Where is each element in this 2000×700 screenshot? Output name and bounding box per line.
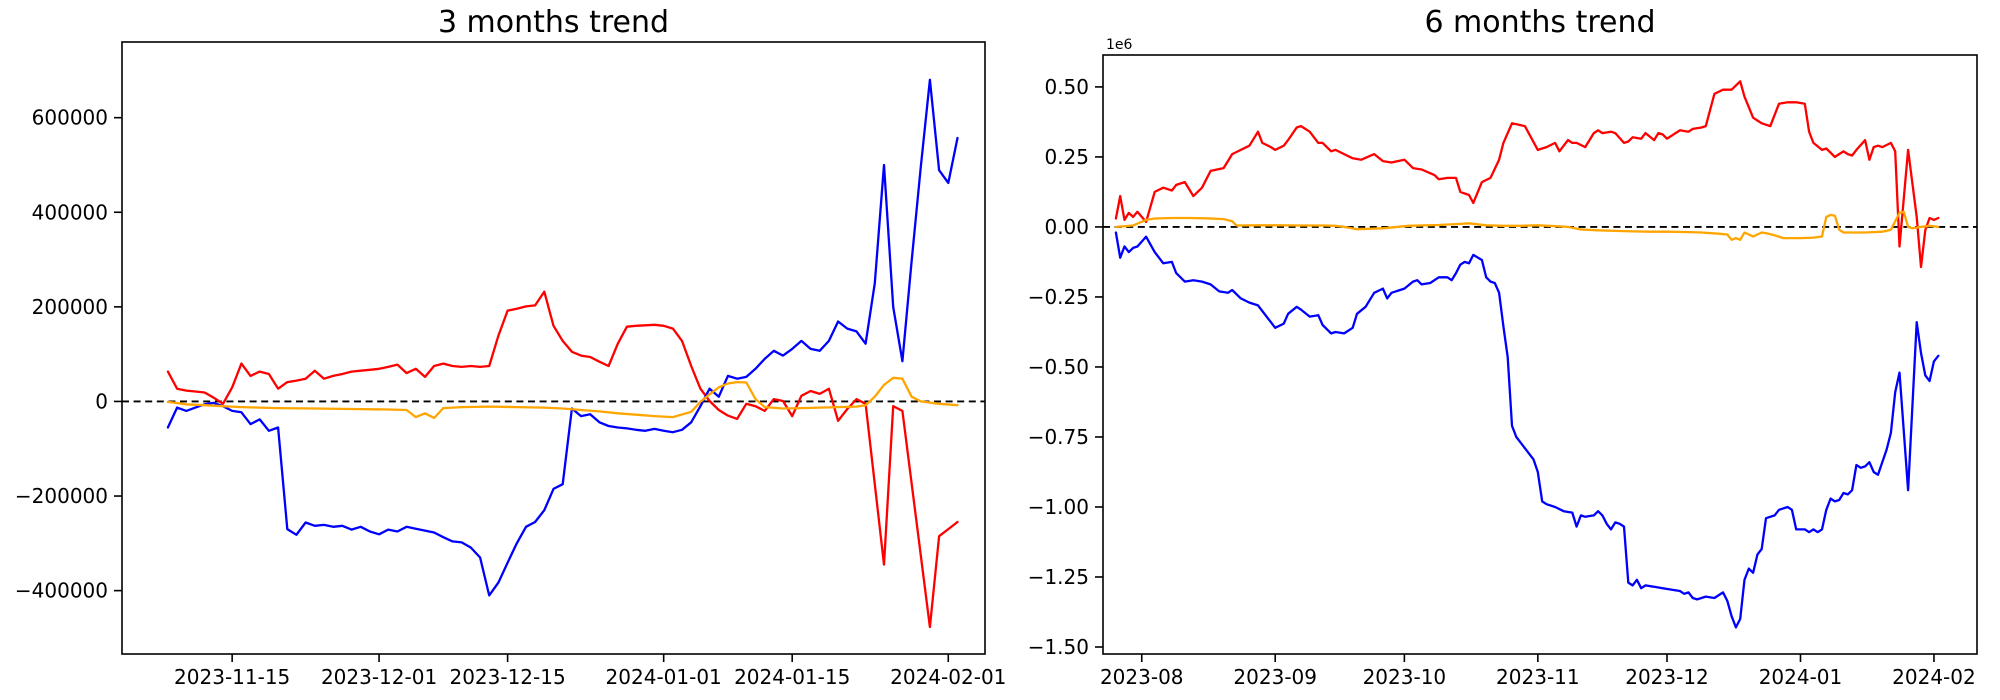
y-tick-label: 600000 bbox=[32, 106, 108, 130]
x-tick-label: 2023-11 bbox=[1496, 665, 1580, 689]
x-tick-label: 2023-11-15 bbox=[174, 665, 290, 689]
y-tick-label: −1.00 bbox=[1028, 495, 1089, 519]
y-tick-label: −0.25 bbox=[1028, 285, 1089, 309]
red-series-line bbox=[166, 290, 959, 629]
y-tick-label: −400000 bbox=[15, 579, 108, 603]
y-tick-label: 0.00 bbox=[1044, 215, 1089, 239]
plot-border bbox=[1102, 54, 1978, 655]
x-tick-label: 2023-12 bbox=[1625, 665, 1709, 689]
x-tick-label: 2023-08 bbox=[1100, 665, 1184, 689]
y-axis-offset-label: 1e6 bbox=[1106, 37, 1133, 53]
axes-6-months-trend: 0.50 0.25 0.00 −0.25 −0.50 −0.75 −1.00 −1.25 −1.… bbox=[1028, 37, 1978, 689]
orange-series-line bbox=[1114, 210, 1940, 241]
red-series-line bbox=[1114, 80, 1940, 269]
chart-title-3-months: 3 months trend bbox=[437, 5, 670, 40]
y-tick-label: −1.50 bbox=[1028, 635, 1089, 659]
y-tick-label: 0.25 bbox=[1044, 145, 1089, 169]
x-tick-label: 2024-02 bbox=[1892, 665, 1976, 689]
y-tick-label: 200000 bbox=[32, 295, 108, 319]
x-tick-label: 2023-10 bbox=[1363, 665, 1447, 689]
x-tick-label: 2024-01-01 bbox=[606, 665, 722, 689]
chart-title-6-months: 6 months trend bbox=[1424, 5, 1656, 40]
x-tick-label: 2024-02-01 bbox=[890, 665, 1006, 689]
y-tick-label: 400000 bbox=[32, 200, 108, 224]
x-tick-label: 2023-09 bbox=[1233, 665, 1317, 689]
orange-series-line bbox=[166, 376, 959, 420]
plot-border bbox=[121, 41, 986, 655]
y-tick-label: 0 bbox=[95, 389, 108, 413]
x-tick-label: 2023-12-15 bbox=[449, 665, 565, 689]
y-tick-label: 0.50 bbox=[1044, 75, 1089, 99]
y-tick-label: −1.25 bbox=[1028, 565, 1089, 589]
x-tick-label: 2023-12-01 bbox=[321, 665, 437, 689]
y-tick-label: −200000 bbox=[15, 484, 108, 508]
x-tick-label: 2024-01 bbox=[1759, 665, 1843, 689]
blue-series-line bbox=[1114, 231, 1940, 629]
axes-3-months-trend: 600000 400000 200000 0 −200000 −400000 2023-11… bbox=[15, 41, 1006, 689]
x-tick-label: 2024-01-15 bbox=[734, 665, 850, 689]
blue-series-line bbox=[166, 78, 959, 597]
y-tick-label: −0.50 bbox=[1028, 355, 1089, 379]
y-tick-label: −0.75 bbox=[1028, 425, 1089, 449]
